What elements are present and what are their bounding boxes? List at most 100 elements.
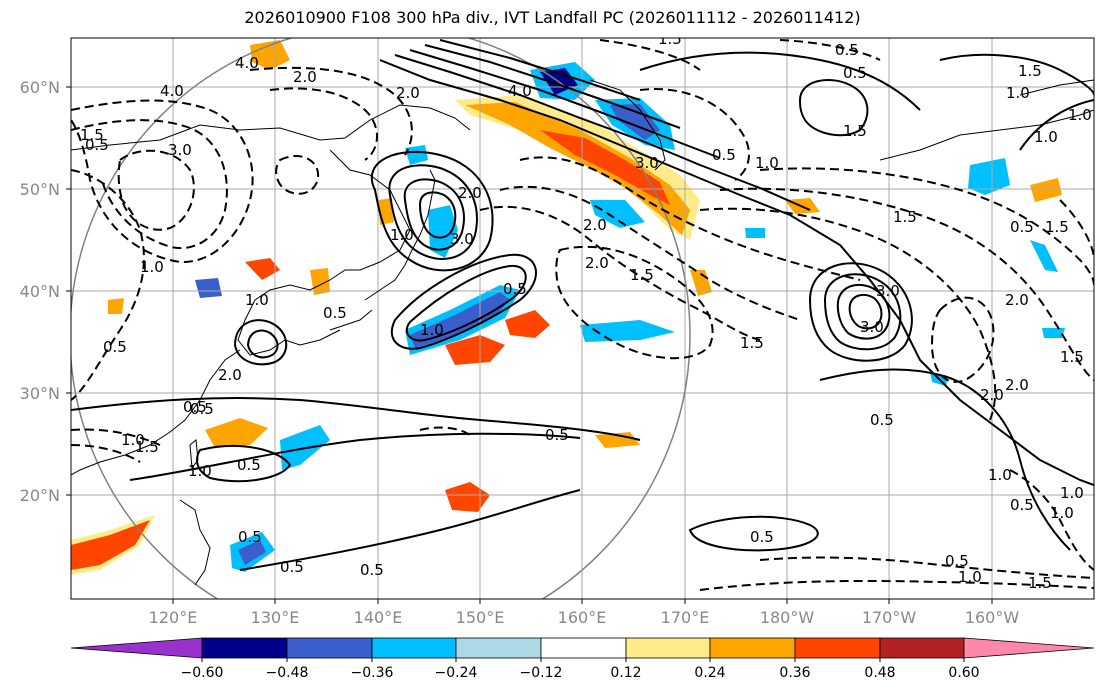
contour-line [939,53,1094,96]
contour-labels: 1.5 0.5 4.0 2.0 2.0 1.0 1.5 1.0 4.0 3.0 … [80,38,1092,592]
contour-label: 1.0 [1006,84,1030,102]
contour-label: 1.0 [755,154,779,172]
lon-label: 140°E [354,608,403,627]
contour-label: 0.5 [190,400,214,418]
lat-label: 50°N [20,180,60,199]
contour-line [719,187,1094,381]
contour-line [439,39,641,101]
colorbar-cell [625,637,711,659]
contour-line [405,264,527,342]
colorbar-cell [286,637,373,659]
contour-label: 0.5 [1010,218,1034,236]
contours-positive [71,39,1094,571]
contour-label: 2.0 [585,254,609,272]
colorbar-label: −0.24 [435,665,478,681]
div-positive-patch [505,310,550,338]
contour-label: 0.5 [835,41,859,59]
contour-label: 2.0 [458,184,482,202]
coastline-alaska [879,109,1094,161]
contour-label: 0.5 [750,528,774,546]
contour-label: 0.5 [360,561,384,579]
contour-line [759,556,1094,579]
axis-ticks [66,86,993,604]
contour-label: 3.0 [860,318,884,336]
contours-negative [71,39,1094,591]
colorbar-cell-min-arrow [70,637,203,659]
contour-label: 0.5 [238,528,262,546]
contour-label: 2.0 [218,366,242,384]
contour-label: 2.0 [293,68,317,86]
latitude-labels: 60°N 50°N 40°N 30°N 20°N [20,78,60,505]
contour-line [599,39,701,71]
lon-label: 130°E [251,608,300,627]
contour-line [688,515,819,552]
contour-label: 3.0 [168,141,192,159]
coastline-philippines [179,499,211,586]
div-negative-patch [1042,328,1065,338]
contour-line [419,426,471,436]
div-positive-patch [465,102,690,235]
colorbar: −0.60 −0.48 −0.36 −0.24 −0.12 0.12 0.24 … [70,637,1095,681]
contour-label: 1.5 [1045,218,1069,236]
contour-line [388,164,478,260]
contour-label: 0.5 [545,426,569,444]
contour-line [233,319,288,366]
contour-line [779,39,881,61]
div-negative-patch [410,292,510,348]
div-positive-patch [108,298,124,314]
colorbar-cell-max-arrow [963,637,1095,659]
contour-label: 1.5 [80,126,104,144]
contour-label: 0.5 [280,558,304,576]
contour-line [196,444,292,483]
contour-label: 0.5 [843,64,867,82]
contour-label: 1.0 [988,466,1012,484]
contour-label: 0.5 [183,398,207,416]
contour-line [519,156,861,281]
contour-line [246,329,279,359]
colorbar-label: 0.24 [694,665,725,681]
contour-line [836,283,891,340]
contour-label: 4.0 [160,82,184,100]
contour-line [71,444,141,463]
contour-line [394,54,811,211]
coastline-japan [329,309,373,331]
div-negative-patch [238,540,266,565]
contour-line [699,207,997,421]
contour-label: 2.0 [1005,376,1029,394]
contour-line [275,155,320,195]
div-positive-patch [71,520,150,570]
contour-label: 1.5 [135,438,159,456]
landfall-region-circle [71,38,691,599]
contour-line [819,368,1071,551]
div-negative-patch [405,145,428,165]
colorbar-label: −0.36 [351,665,394,681]
coastline-asia [237,149,411,356]
contour-label: 1.5 [1028,574,1052,592]
colorbar-label: 0.36 [779,665,810,681]
contour-line [403,178,465,251]
contour-line [699,579,1094,591]
colorbar-cell [709,637,796,659]
coastline-japan [364,169,436,301]
contour-label: 3.0 [450,230,474,248]
lat-label: 30°N [20,384,60,403]
contour-line [239,489,581,571]
contour-line [71,169,145,401]
div-positive-patch [540,130,670,205]
contour-line [479,205,761,341]
contour-line [71,397,641,441]
lon-label: 120°E [149,608,198,627]
coastline-taiwan [189,439,199,470]
contour-label: 3.0 [876,282,900,300]
colorbar-cell [540,637,627,659]
contour-label: 1.5 [630,266,654,284]
div-positive-patch [445,482,490,512]
colorbar-label: 0.60 [948,665,979,681]
contour-line [424,44,681,129]
contour-label: 1.5 [740,334,764,352]
contour-label: 1.0 [958,568,982,586]
colorbar-cell [879,637,965,659]
contour-line [798,79,869,137]
contour-label: 1.0 [420,321,444,339]
